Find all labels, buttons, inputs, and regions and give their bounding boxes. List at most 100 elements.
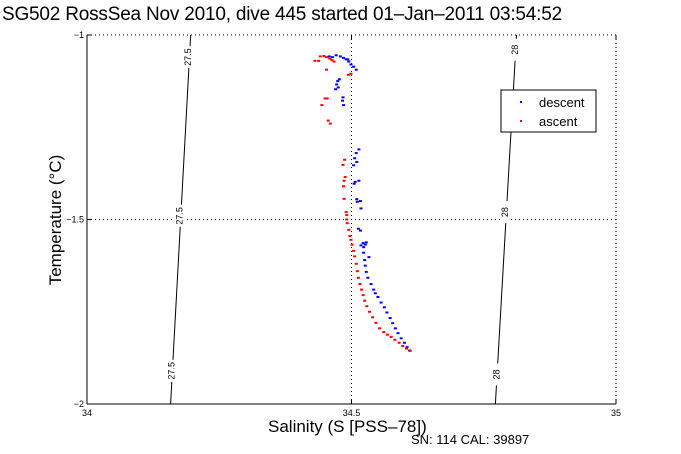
descent-point <box>354 152 358 155</box>
ascent-point <box>330 59 334 62</box>
descent-point <box>353 157 357 160</box>
ascent-point <box>328 122 332 125</box>
ascent-point <box>385 333 389 336</box>
ascent-point <box>393 338 397 341</box>
ascent-point <box>361 294 365 297</box>
ascent-point <box>378 327 382 330</box>
ascent-point <box>371 316 375 319</box>
descent-point <box>337 78 341 81</box>
ascent-point <box>354 262 358 265</box>
isopycnal-label: 28 <box>500 207 510 217</box>
isopycnal-label: 28 <box>491 369 501 379</box>
ascent-point <box>347 228 351 231</box>
descent-point <box>352 164 356 167</box>
descent-point <box>402 341 406 344</box>
ascent-point <box>326 119 330 122</box>
ascent-point <box>358 283 362 286</box>
ascent-point <box>348 235 352 238</box>
axis-ticks: 34 34.5 35 −1 −1.5 −2 <box>66 30 621 418</box>
descent-point <box>357 148 361 151</box>
descent-point <box>327 55 331 58</box>
ascent-point <box>353 255 357 258</box>
descent-point <box>352 65 356 68</box>
ascent-point <box>389 335 393 338</box>
ascent-point <box>323 97 327 100</box>
descent-point <box>358 200 362 203</box>
ascent-point <box>355 270 359 273</box>
descent-point <box>364 270 368 273</box>
descent-point <box>393 327 397 330</box>
descent-point <box>364 241 368 244</box>
descent-point <box>372 288 376 291</box>
descent-point <box>355 200 359 203</box>
descent-point <box>361 242 365 245</box>
descent-point <box>353 180 357 183</box>
descent-point <box>341 96 345 99</box>
descent-point <box>357 179 361 182</box>
descent-point <box>342 56 346 59</box>
descent-point <box>391 322 395 325</box>
descent-point <box>352 182 356 185</box>
ascent-point <box>343 158 347 161</box>
descent-point <box>336 80 340 83</box>
legend-label-descent: descent <box>539 95 585 110</box>
descent-point <box>346 58 350 61</box>
isopycnal-label-bg <box>166 359 177 382</box>
ascent-point <box>352 249 356 252</box>
descent-point <box>355 198 359 201</box>
legend-label-ascent: ascent <box>539 114 578 129</box>
ascent-point <box>343 176 347 179</box>
footer-note: SN: 114 CAL: 39897 <box>411 432 530 447</box>
ascent-point <box>320 104 324 107</box>
descent-point <box>396 332 400 335</box>
descent-point <box>363 259 367 262</box>
legend-marker-ascent <box>520 120 522 122</box>
x-tick-label: 34.5 <box>343 408 361 418</box>
descent-point <box>347 60 351 63</box>
isopycnal-contours: 27.5 27.5 27.5 28 28 28 <box>166 34 520 405</box>
descent-point <box>355 160 359 163</box>
isopycnal-label: 27.5 <box>175 207 185 225</box>
ascent-point <box>322 55 326 58</box>
descent-point <box>336 86 340 89</box>
descent-point <box>382 306 386 309</box>
ascent-point <box>408 349 412 352</box>
descent-point <box>335 83 339 86</box>
x-tick-label: 34 <box>82 408 92 418</box>
ascent-point <box>374 321 378 324</box>
ascent-point <box>313 59 317 62</box>
ascent-point <box>325 56 329 59</box>
descent-point <box>363 264 367 267</box>
ascent-point <box>345 218 349 221</box>
ascent-point <box>356 276 360 279</box>
ascent-point <box>342 179 346 182</box>
ascent-point <box>365 305 369 308</box>
isopycnal-label-bg <box>174 204 185 227</box>
ascent-point <box>342 197 346 200</box>
descent-point <box>369 283 373 286</box>
legend-marker-descent <box>520 101 522 103</box>
descent-point <box>359 207 363 210</box>
descent-point <box>373 292 377 295</box>
ascent-point <box>317 59 321 62</box>
ascent-point <box>350 243 354 246</box>
y-tick-label: −1 <box>74 30 84 40</box>
descent-point <box>358 229 362 232</box>
ascent-point <box>360 288 364 291</box>
descent-point <box>356 227 360 230</box>
ascent-point <box>345 214 349 217</box>
descent-point <box>385 311 389 314</box>
legend: descent ascent <box>500 89 597 133</box>
descent-point <box>362 251 366 254</box>
isopycnal-label-bg <box>183 46 194 69</box>
isopycnal-label-bg <box>491 363 502 386</box>
isopycnal-label-bg <box>509 38 520 61</box>
descent-point <box>379 301 383 304</box>
descent-point <box>376 295 380 298</box>
descent-point <box>405 346 409 349</box>
descent-point <box>334 88 338 91</box>
ascent-point <box>342 185 346 188</box>
isopycnal-label-bg <box>499 201 510 224</box>
descent-point <box>334 54 338 57</box>
